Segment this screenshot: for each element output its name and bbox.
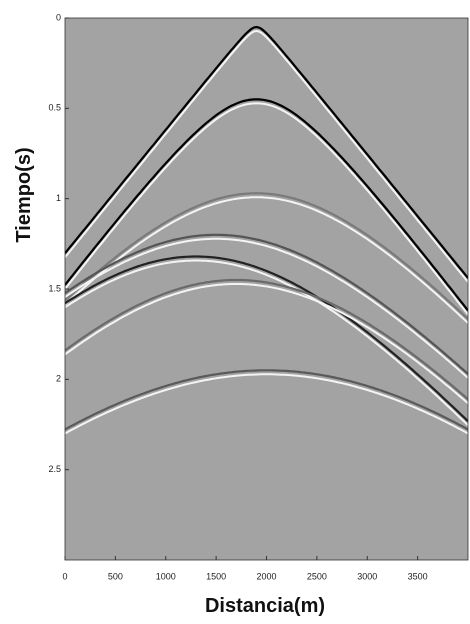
- reflection: [65, 192, 468, 320]
- y-tick-label: 2.5: [48, 464, 61, 474]
- x-tick-label: 2000: [256, 571, 276, 581]
- reflection-white: [65, 237, 468, 379]
- reflection: [65, 278, 468, 401]
- plot-area: [65, 25, 468, 435]
- reflection-white: [65, 373, 468, 435]
- y-tick-label: 2: [56, 374, 61, 384]
- x-axis-label: Distancia(m): [205, 595, 325, 617]
- x-tick-label: 0: [62, 571, 67, 581]
- x-tick-label: 1000: [156, 571, 176, 581]
- y-axis-label: Tiempo(s): [13, 147, 35, 242]
- x-tick-label: 3500: [408, 571, 428, 581]
- x-tick-label: 500: [108, 571, 123, 581]
- x-tick-label: 1500: [206, 571, 226, 581]
- x-tick-label: 3000: [357, 571, 377, 581]
- y-tick-label: 0.5: [48, 103, 61, 113]
- reflection: [65, 255, 468, 423]
- reflection-white: [65, 283, 468, 405]
- x-tick-label: 2500: [307, 571, 327, 581]
- reflection-white: [65, 102, 468, 316]
- y-tick-label: 1: [56, 193, 61, 203]
- reflection: [65, 98, 468, 312]
- reflection: [65, 369, 468, 431]
- y-tick-label: 0: [56, 12, 61, 22]
- y-tick-label: 1.5: [48, 283, 61, 293]
- reflection: [65, 233, 468, 375]
- reflection: [65, 25, 468, 279]
- plot-background: [65, 18, 468, 560]
- reflection-white: [65, 29, 468, 283]
- reflection-white: [65, 196, 468, 324]
- reflection-white: [65, 259, 468, 427]
